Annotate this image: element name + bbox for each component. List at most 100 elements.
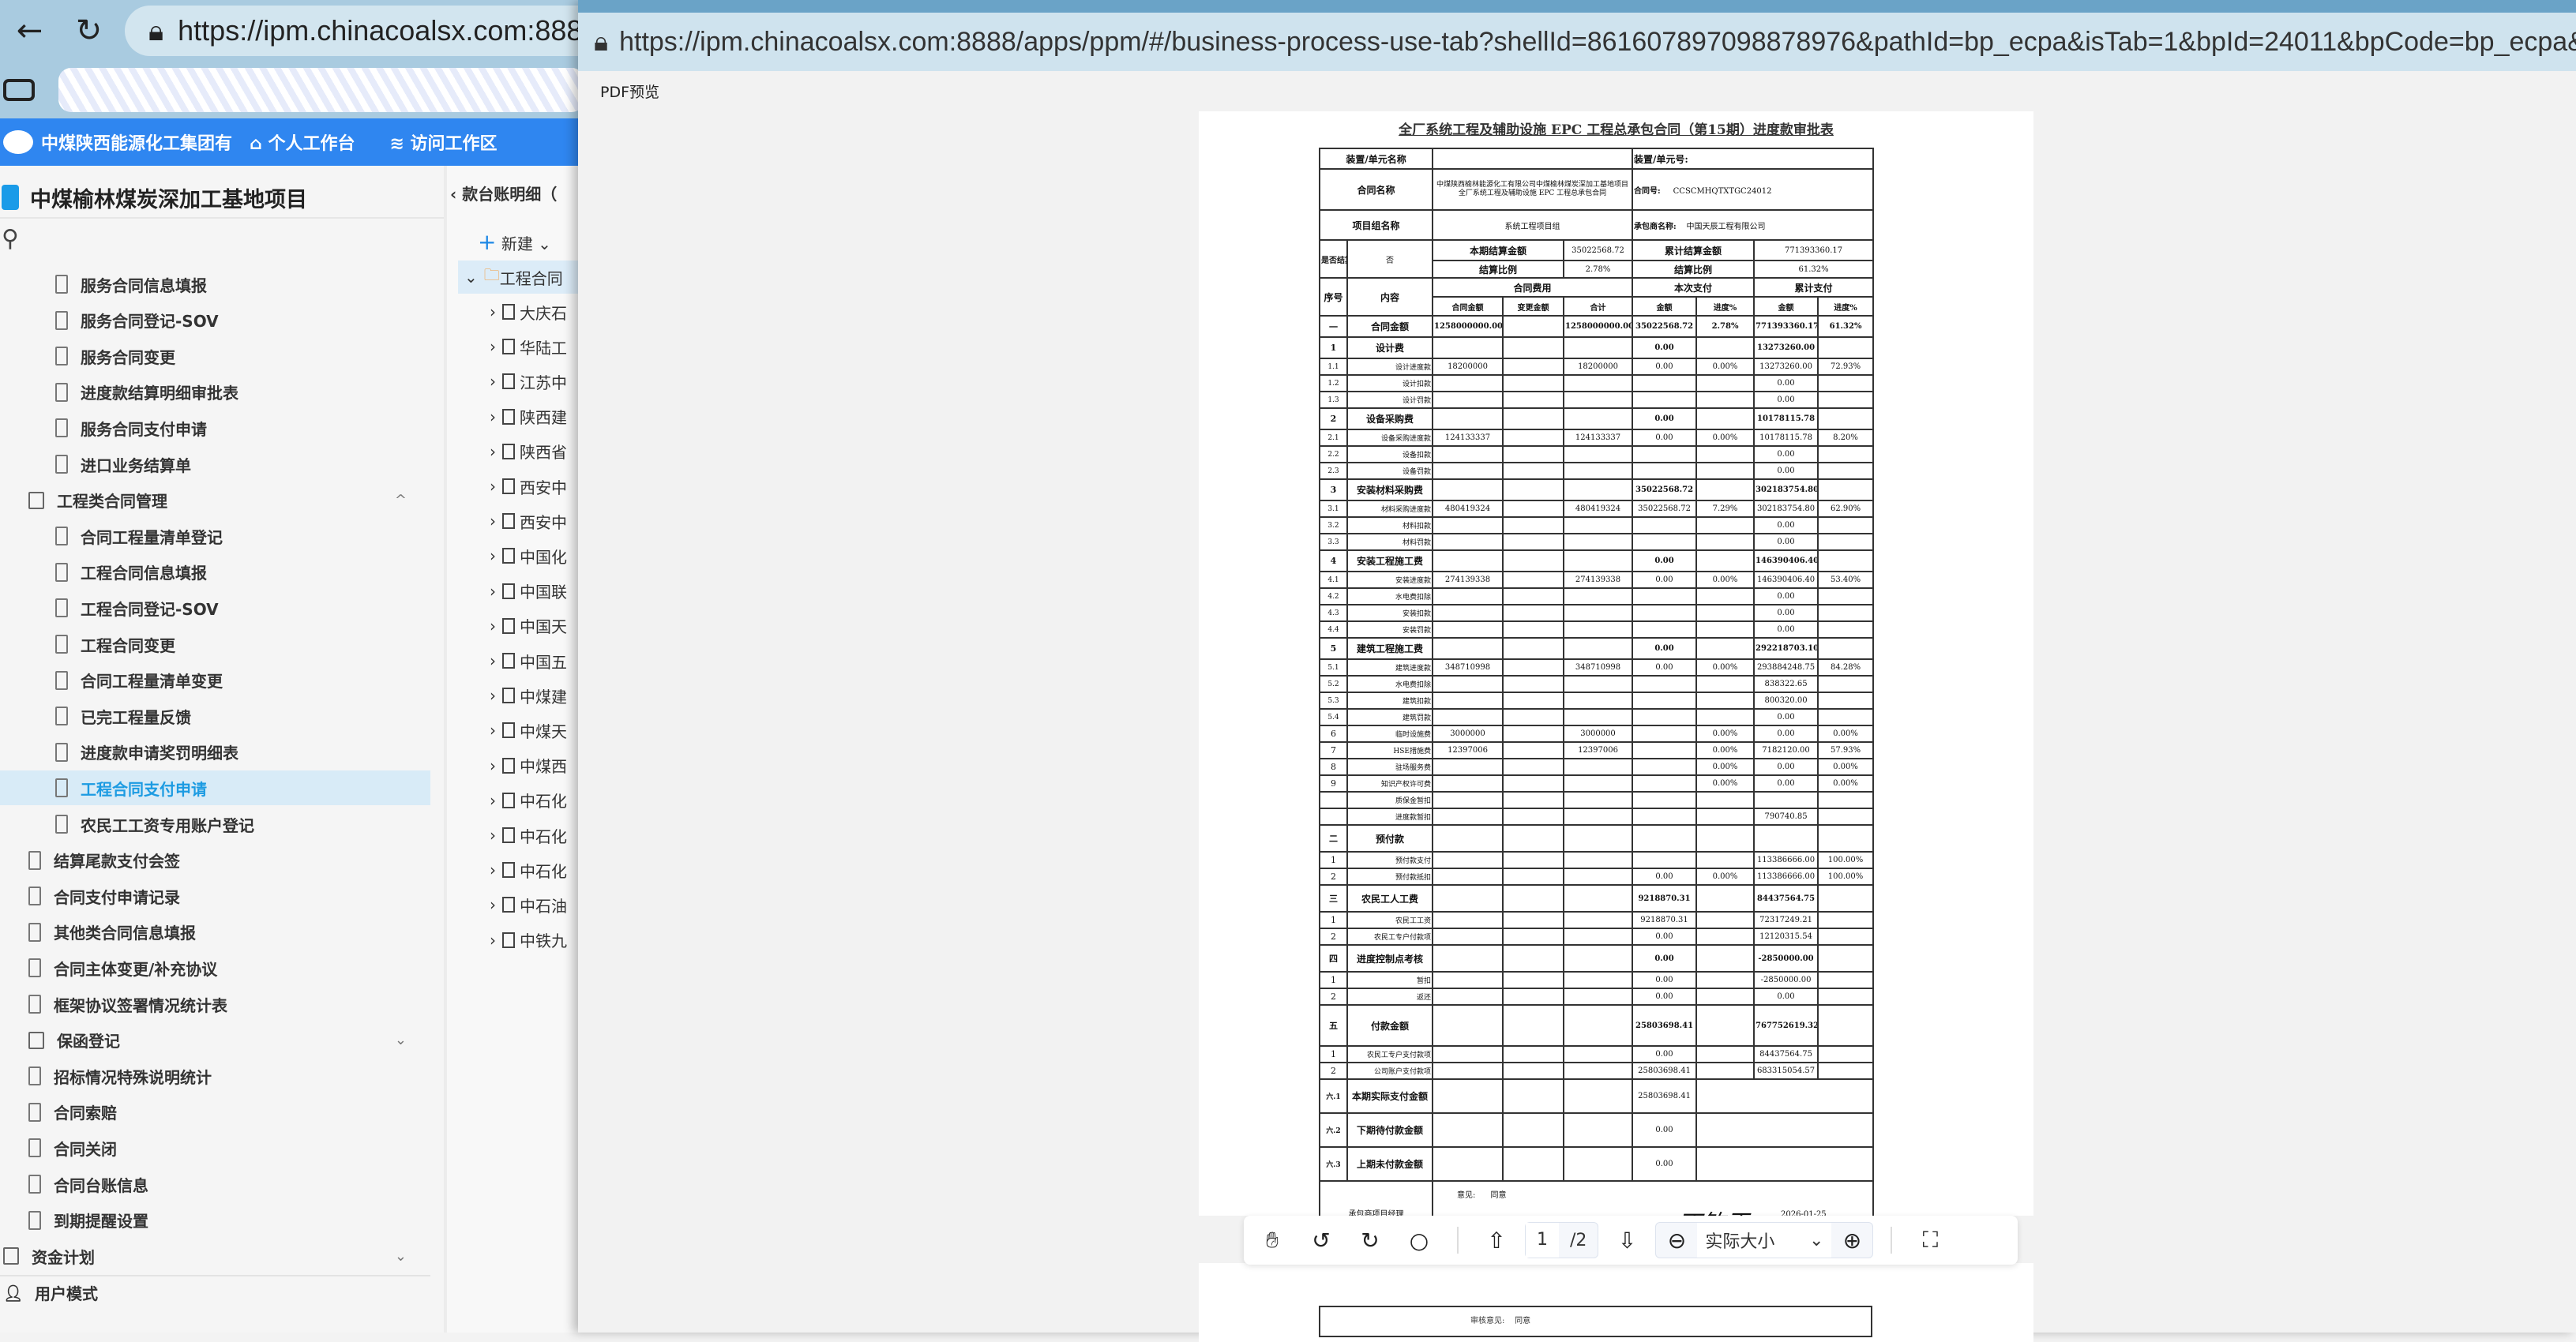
tree-item[interactable]: › 中国联: [490, 575, 578, 607]
url-field[interactable]: 🔒︎ https://ipm.chinacoalsx.com:8888/apps/…: [125, 6, 584, 56]
chevron-right-icon[interactable]: ›: [490, 302, 496, 321]
tree-item[interactable]: › 大庆石: [490, 296, 578, 328]
tree-item[interactable]: › 中煤天: [490, 714, 578, 746]
chevron-right-icon[interactable]: ›: [490, 826, 496, 845]
chevron-right-icon[interactable]: ›: [490, 546, 496, 566]
sidebar-item[interactable]: 框架协议签署情况统计表: [0, 987, 430, 1021]
chevron-right-icon[interactable]: ›: [490, 790, 496, 810]
sidebar-item[interactable]: 服务合同支付申请: [0, 410, 430, 445]
tree-item[interactable]: › 江苏中: [490, 365, 578, 397]
tree-item[interactable]: › 陕西建: [490, 401, 578, 433]
nav-personal-workbench[interactable]: ⌂ 个人工作台: [250, 134, 355, 154]
sidebar-item[interactable]: 合同工程量清单登记: [0, 519, 430, 553]
search-icon[interactable]: ○: [1409, 1227, 1429, 1254]
tree-item[interactable]: › 西安中: [490, 470, 578, 502]
chevron-down-icon[interactable]: ⌄: [394, 1032, 407, 1049]
row-value: [1695, 374, 1756, 392]
sidebar-item[interactable]: 已完工程量反馈: [0, 699, 430, 733]
row-content: 下期待付款金额: [1346, 1112, 1434, 1148]
row-value: [1817, 791, 1875, 809]
tree-item[interactable]: › 中石化: [490, 819, 578, 851]
chevron-right-icon[interactable]: ›: [490, 512, 496, 531]
sidebar-item[interactable]: 服务合同登记-SOV: [0, 303, 430, 338]
chevron-right-icon[interactable]: ›: [490, 860, 496, 880]
table-row: 2.2 设备扣款 0.00: [1319, 445, 1875, 463]
tab-actions-icon[interactable]: [3, 79, 35, 101]
sidebar-item[interactable]: 工程合同信息填报: [0, 555, 430, 590]
sidebar-item[interactable]: 进口业务结算单: [0, 447, 430, 482]
zoom-out-icon[interactable]: ⊖: [1667, 1227, 1687, 1254]
sidebar-item[interactable]: 工程合同变更: [0, 627, 430, 662]
sidebar-item[interactable]: 招标情况特殊说明统计: [0, 1059, 430, 1093]
tree-item[interactable]: › 中煤西: [490, 750, 578, 782]
reload-icon[interactable]: ↻: [75, 13, 103, 49]
chevron-right-icon[interactable]: ›: [490, 895, 496, 915]
sidebar-item[interactable]: 合同索赔: [0, 1095, 430, 1130]
chevron-right-icon[interactable]: ›: [490, 581, 496, 601]
row-content: 临时设施费: [1346, 725, 1434, 743]
zoom-select[interactable]: 实际大小 ⌄: [1697, 1223, 1832, 1258]
tree-item[interactable]: › 中石化: [490, 854, 578, 886]
sidebar-item[interactable]: 合同工程量清单变更: [0, 663, 430, 698]
sidebar-item[interactable]: 合同台账信息: [0, 1167, 430, 1201]
chevron-right-icon[interactable]: ›: [490, 407, 496, 426]
chevron-right-icon[interactable]: ›: [490, 477, 496, 496]
tree-item[interactable]: › 中国五: [490, 645, 578, 677]
tree-item[interactable]: › 陕西省: [490, 436, 578, 467]
fullscreen-icon[interactable]: ⛶: [1922, 1227, 1939, 1253]
tree-item[interactable]: › 中国天: [490, 610, 578, 642]
sidebar-item[interactable]: 到期提醒设置: [0, 1203, 430, 1238]
tree-item[interactable]: › 中煤建: [490, 680, 578, 711]
arrow-up-icon[interactable]: ⇧: [1487, 1227, 1506, 1254]
chevron-down-icon[interactable]: ⌄: [394, 1247, 407, 1265]
chevron-right-icon[interactable]: ›: [490, 755, 496, 775]
sidebar-item[interactable]: 👤︎ 用户模式: [0, 1274, 430, 1310]
tree-folder[interactable]: ⌄ 🗀︎ 工程合同: [458, 261, 578, 294]
sidebar-item[interactable]: 合同主体变更/补充协议: [0, 950, 430, 985]
new-button[interactable]: + 新建 ⌄: [478, 229, 551, 255]
sidebar-item[interactable]: 结算尾款支付会签: [0, 843, 430, 878]
tree-item[interactable]: › 西安中: [490, 505, 578, 537]
rotate-left-icon[interactable]: ↺: [1312, 1227, 1331, 1254]
nav-visit-workspace[interactable]: ≋ 访问工作区: [389, 134, 498, 154]
chevron-left-icon[interactable]: ‹: [450, 185, 463, 204]
chevron-right-icon[interactable]: ›: [490, 616, 496, 635]
search-icon[interactable]: ⚲: [2, 225, 19, 253]
row-value: 12397006: [1432, 741, 1504, 759]
arrow-left-icon[interactable]: ←: [16, 13, 43, 49]
chevron-right-icon[interactable]: ›: [490, 651, 496, 670]
hand-icon[interactable]: ✋︎: [1266, 1227, 1279, 1253]
chevron-right-icon[interactable]: ›: [490, 372, 496, 392]
table-row: 5.4 建筑罚款 0.00: [1319, 708, 1875, 726]
sidebar-item[interactable]: 进度款结算明细审批表: [0, 375, 430, 410]
chevron-up-icon[interactable]: ^: [394, 492, 407, 509]
sidebar-item[interactable]: 工程合同登记-SOV: [0, 590, 430, 625]
tree-item[interactable]: › 中石油: [490, 889, 578, 920]
sidebar-item[interactable]: 服务合同信息填报: [0, 267, 430, 302]
chevron-right-icon[interactable]: ›: [490, 721, 496, 740]
tree-item[interactable]: › 中国化: [490, 540, 578, 572]
chevron-right-icon[interactable]: ›: [490, 441, 496, 461]
zoom-in-icon[interactable]: ⊕: [1842, 1227, 1862, 1254]
arrow-down-icon[interactable]: ⇩: [1617, 1227, 1637, 1254]
sidebar-item[interactable]: 服务合同变更: [0, 339, 430, 373]
sidebar-item[interactable]: 工程合同支付申请: [0, 770, 430, 806]
page-input[interactable]: 1: [1526, 1223, 1559, 1258]
tree-item[interactable]: › 中铁九: [490, 924, 578, 956]
sidebar-item[interactable]: 其他类合同信息填报: [0, 915, 430, 950]
tree-item[interactable]: › 中石化: [490, 785, 578, 816]
chevron-right-icon[interactable]: ›: [490, 930, 496, 950]
sidebar-item[interactable]: 合同关闭: [0, 1130, 430, 1165]
sidebar-item[interactable]: 工程类合同管理 ^: [0, 483, 430, 518]
rotate-right-icon[interactable]: ↻: [1361, 1227, 1380, 1254]
sidebar-item[interactable]: 农民工工资专用账户登记: [0, 807, 430, 842]
popup-address-bar[interactable]: 🔒︎ https://ipm.chinacoalsx.com:8888/apps/…: [578, 0, 2576, 71]
sidebar-item[interactable]: 保函登记 ⌄: [0, 1023, 430, 1058]
sidebar-item[interactable]: 进度款申请奖罚明细表: [0, 735, 430, 770]
chevron-right-icon[interactable]: ›: [490, 686, 496, 706]
sidebar-item[interactable]: 合同支付申请记录: [0, 879, 430, 913]
row-value: [1502, 1112, 1565, 1148]
tree-item[interactable]: › 华陆工: [490, 331, 578, 362]
sidebar-item[interactable]: 资金计划 ⌄: [0, 1239, 430, 1273]
chevron-right-icon[interactable]: ›: [490, 337, 496, 357]
